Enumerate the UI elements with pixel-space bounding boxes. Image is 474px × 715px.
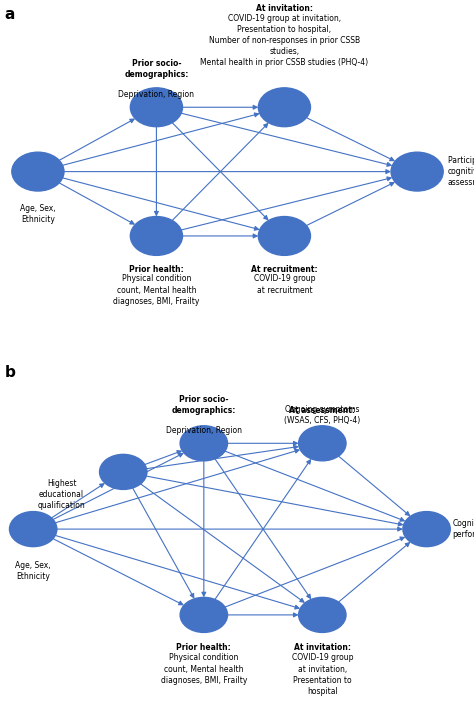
Text: Physical condition
count, Mental health
diagnoses, BMI, Frailty: Physical condition count, Mental health … bbox=[113, 275, 200, 306]
Text: Deprivation, Region: Deprivation, Region bbox=[166, 425, 242, 435]
Text: Prior socio-
demographics:: Prior socio- demographics: bbox=[172, 395, 236, 415]
Text: b: b bbox=[5, 365, 16, 380]
Ellipse shape bbox=[403, 511, 450, 547]
Text: Ongoing symptoms
(WSAS, CFS, PHQ-4): Ongoing symptoms (WSAS, CFS, PHQ-4) bbox=[284, 405, 360, 425]
Ellipse shape bbox=[180, 597, 228, 633]
Text: At invitation:: At invitation: bbox=[294, 644, 351, 653]
Ellipse shape bbox=[12, 152, 64, 191]
Text: COVID-19 group at invitation,
Presentation to hospital,
Number of non-responses : COVID-19 group at invitation, Presentati… bbox=[201, 14, 368, 67]
Text: At assessment:: At assessment: bbox=[289, 405, 356, 415]
Text: Prior health:: Prior health: bbox=[129, 265, 184, 274]
Ellipse shape bbox=[100, 454, 147, 490]
Text: Age, Sex,
Ethnicity: Age, Sex, Ethnicity bbox=[15, 561, 51, 581]
Text: Highest
educational
qualification: Highest educational qualification bbox=[38, 479, 85, 511]
Ellipse shape bbox=[180, 425, 228, 461]
Text: Prior socio-
demographics:: Prior socio- demographics: bbox=[124, 59, 189, 79]
Ellipse shape bbox=[391, 152, 443, 191]
Text: Cognitive
performance: Cognitive performance bbox=[453, 519, 474, 539]
Ellipse shape bbox=[130, 88, 182, 127]
Text: Participation in
cognitive
assessment: Participation in cognitive assessment bbox=[448, 156, 474, 187]
Ellipse shape bbox=[9, 511, 57, 547]
Text: Physical condition
count, Mental health
diagnoses, BMI, Frailty: Physical condition count, Mental health … bbox=[161, 654, 247, 685]
Ellipse shape bbox=[299, 425, 346, 461]
Text: At recruitment:: At recruitment: bbox=[251, 265, 318, 274]
Ellipse shape bbox=[258, 217, 310, 255]
Text: COVID-19 group
at invitation,
Presentation to
hospital: COVID-19 group at invitation, Presentati… bbox=[292, 654, 353, 696]
Text: a: a bbox=[5, 7, 15, 22]
Text: Prior health:: Prior health: bbox=[176, 644, 231, 653]
Text: Age, Sex,
Ethnicity: Age, Sex, Ethnicity bbox=[20, 204, 56, 224]
Text: Deprivation, Region: Deprivation, Region bbox=[118, 89, 194, 99]
Text: COVID-19 group
at recruitment: COVID-19 group at recruitment bbox=[254, 275, 315, 295]
Ellipse shape bbox=[130, 217, 182, 255]
Ellipse shape bbox=[299, 597, 346, 633]
Ellipse shape bbox=[258, 88, 310, 127]
Text: At invitation:: At invitation: bbox=[256, 4, 313, 13]
